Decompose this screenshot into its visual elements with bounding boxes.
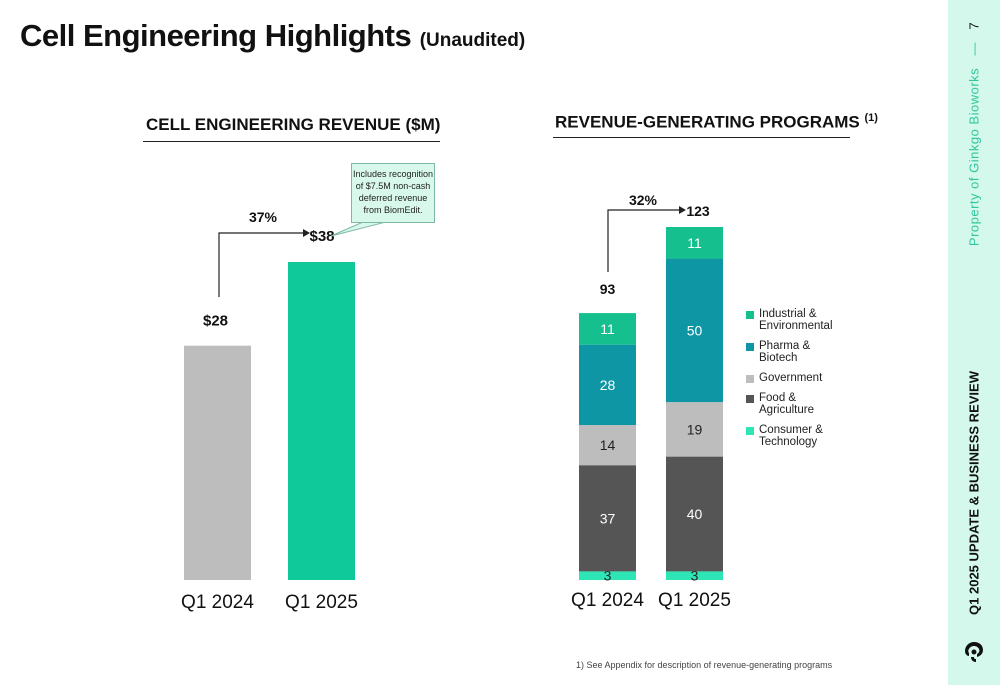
callout-text: Includes recognition of $7.5M non-cash d…	[351, 168, 435, 216]
revenue-value-label: $28	[203, 313, 228, 330]
programs-chart-title-footnote-mark: (1)	[864, 112, 878, 124]
revenue-x-tick-label: Q1 2025	[285, 592, 358, 613]
callout-line: Includes recognition	[352, 169, 434, 179]
legend-item-industrial: Industrial & Environmental	[746, 308, 856, 332]
legend-swatch	[746, 311, 754, 319]
growth-arrowhead	[679, 206, 686, 214]
legend-label-line: Industrial &	[759, 308, 817, 320]
page-subtitle: (Unaudited)	[419, 30, 526, 51]
legend-item-pharma: Pharma & Biotech	[746, 340, 856, 364]
legend-item-government: Government	[746, 372, 856, 384]
programs-segment-label: 3	[691, 568, 699, 584]
revenue-growth-label: 37%	[249, 209, 278, 225]
programs-segment-label: 40	[687, 506, 703, 522]
programs-bar-segment	[579, 465, 636, 572]
callout-line: from BiomEdit.	[363, 205, 423, 215]
callout-box	[351, 163, 435, 223]
callout-line: of $7.5M non-cash	[355, 181, 431, 191]
revenue-chart-title-rule	[143, 141, 440, 142]
legend-label-line: Technology	[759, 436, 818, 448]
revenue-chart: Q1 2024 Q1 2025 $28 $38 37%	[181, 209, 358, 613]
legend-label-line: Government	[759, 372, 823, 384]
legend-item-consumer: Consumer & Technology	[746, 424, 856, 448]
legend-label-line: Biotech	[759, 352, 798, 364]
page-number: 7	[966, 21, 982, 30]
revenue-value-label: $38	[309, 228, 334, 245]
programs-segment-label: 11	[687, 235, 702, 251]
sidebar-property-text: Property of Ginkgo Bioworks — 7	[967, 22, 982, 246]
programs-segment-label: 37	[600, 510, 616, 526]
legend-label-line: Food &	[759, 392, 797, 404]
growth-arrow-line	[607, 209, 679, 272]
programs-segment-label: 11	[600, 321, 615, 337]
legend-label-line: Pharma &	[759, 340, 811, 352]
programs-legend: Industrial & Environmental Pharma & Biot…	[746, 308, 856, 456]
programs-bar-segment	[666, 402, 723, 457]
ginkgo-logo-icon	[965, 642, 983, 662]
programs-growth-label: 32%	[629, 192, 658, 208]
separator-dash: —	[966, 33, 982, 64]
property-text: Property of Ginkgo Bioworks	[966, 67, 982, 247]
legend-swatch	[746, 375, 754, 383]
programs-segment-label: 14	[600, 437, 616, 453]
legend-swatch	[746, 395, 754, 403]
page-title-row: Cell Engineering Highlights (Unaudited)	[20, 18, 525, 54]
footnote: 1) See Appendix for description of reven…	[576, 660, 833, 670]
programs-bar-segment	[666, 258, 723, 403]
programs-x-tick-label: Q1 2024	[571, 590, 644, 611]
legend-label: Pharma & Biotech	[759, 340, 849, 364]
programs-bar-segment	[666, 456, 723, 572]
programs-chart-title: REVENUE-GENERATING PROGRAMS (1)	[555, 112, 878, 133]
legend-label: Consumer & Technology	[759, 424, 849, 448]
programs-bar-segment	[666, 571, 723, 580]
sidebar	[948, 0, 1000, 685]
legend-swatch	[746, 427, 754, 435]
programs-segment-label: 19	[687, 421, 703, 437]
programs-bar-segment	[579, 571, 636, 580]
growth-arrowhead	[303, 229, 310, 237]
callout-line: deferred revenue	[358, 193, 428, 203]
biomedit-callout: Includes recognition of $7.5M non-cash d…	[330, 163, 437, 237]
revenue-chart-title: CELL ENGINEERING REVENUE ($M)	[146, 115, 441, 134]
legend-label-line: Consumer &	[759, 424, 823, 436]
programs-segment-label: 50	[687, 322, 703, 338]
revenue-bar	[184, 345, 251, 580]
growth-arrow-line	[218, 232, 303, 297]
legend-label: Government	[759, 372, 849, 384]
programs-x-tick-label: Q1 2025	[658, 590, 731, 611]
legend-item-food: Food & Agriculture	[746, 392, 856, 416]
programs-total-label: 93	[600, 281, 616, 297]
legend-label: Food & Agriculture	[759, 392, 849, 416]
page-title: Cell Engineering Highlights	[20, 18, 412, 53]
programs-segment-label: 28	[600, 377, 616, 393]
legend-label: Industrial & Environmental	[759, 308, 849, 332]
sidebar-report-title: Q1 2025 UPDATE & BUSINESS REVIEW	[966, 371, 982, 615]
programs-bar-segment	[579, 425, 636, 466]
legend-label-line: Agriculture	[759, 404, 814, 416]
programs-chart: 3 37 14 28 11 Q1 2024 3 40 19 50 11 Q1 2025 93 123 32%	[571, 192, 731, 611]
programs-bar-segment	[666, 227, 723, 259]
programs-chart-title-rule	[553, 137, 850, 138]
legend-label-line: Environmental	[759, 320, 833, 332]
programs-total-label: 123	[686, 203, 710, 219]
programs-bar-segment	[579, 313, 636, 345]
revenue-x-tick-label: Q1 2024	[181, 592, 254, 613]
programs-chart-title-text: REVENUE-GENERATING PROGRAMS	[555, 112, 860, 132]
programs-segment-label: 3	[604, 568, 612, 584]
programs-bar-segment	[579, 344, 636, 426]
revenue-bar	[288, 262, 355, 580]
legend-swatch	[746, 343, 754, 351]
